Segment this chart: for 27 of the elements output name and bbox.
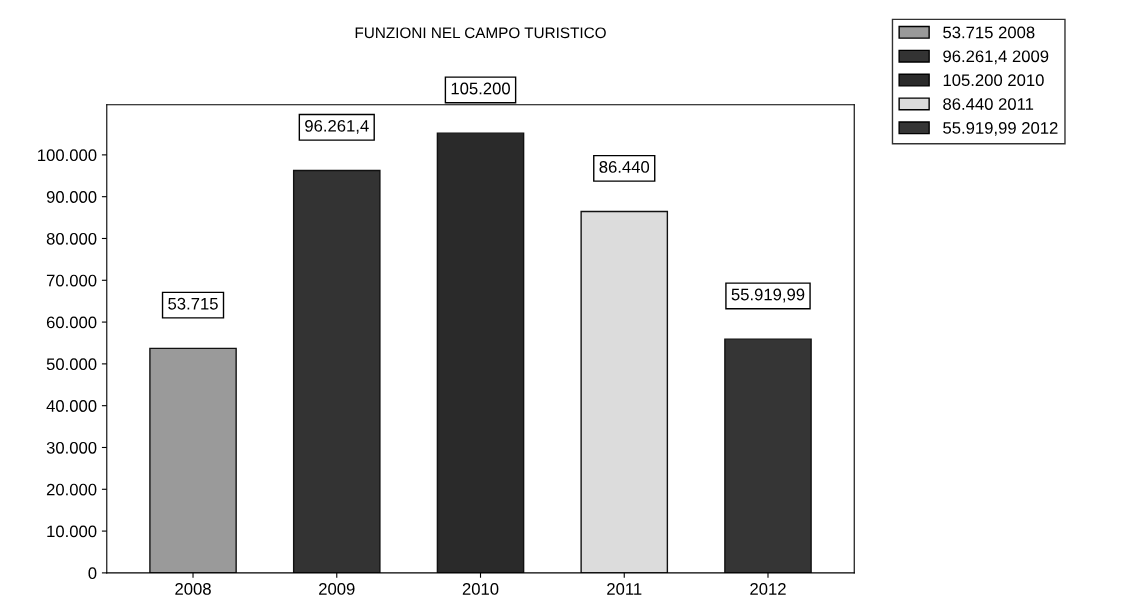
y-tick-label: 60.000 [46,316,97,329]
chart-title: FUNZIONI NEL CAMPO TURISTICO [355,27,606,39]
x-tick-label: 2011 [607,583,642,595]
legend-label: 96.261,4 2009 [943,50,1049,65]
legend-label: 86.440 2011 [943,98,1034,110]
y-tick-label: 100.000 [38,149,97,162]
legend-label: 53.715 2008 [943,26,1035,39]
legend-label: 105.200 2010 [943,74,1044,87]
y-tick-label: 80.000 [46,232,97,245]
x-tick-label: 2010 [462,583,499,595]
data-label: 96.261,4 [305,119,369,134]
y-tick-label: 10.000 [47,525,97,538]
x-tick-label: 2012 [750,583,786,595]
data-label: 55.919,99 [731,288,805,303]
legend-label: 55.919,99 2012 [943,122,1058,136]
data-label: 105.200 [451,82,510,95]
data-label: 86.440 [599,161,650,173]
y-tick-label: 20.000 [46,483,97,496]
data-label: 53.715 [168,297,218,310]
y-tick-label: 40.000 [46,400,97,412]
y-tick-label: 70.000 [46,274,97,287]
y-tick-label: 50.000 [46,358,97,371]
x-tick-label: 2008 [175,583,211,595]
y-tick-label: 0 [88,567,97,580]
y-tick-label: 90.000 [46,191,97,203]
x-tick-label: 2009 [319,583,355,595]
y-tick-label: 30.000 [46,441,97,454]
